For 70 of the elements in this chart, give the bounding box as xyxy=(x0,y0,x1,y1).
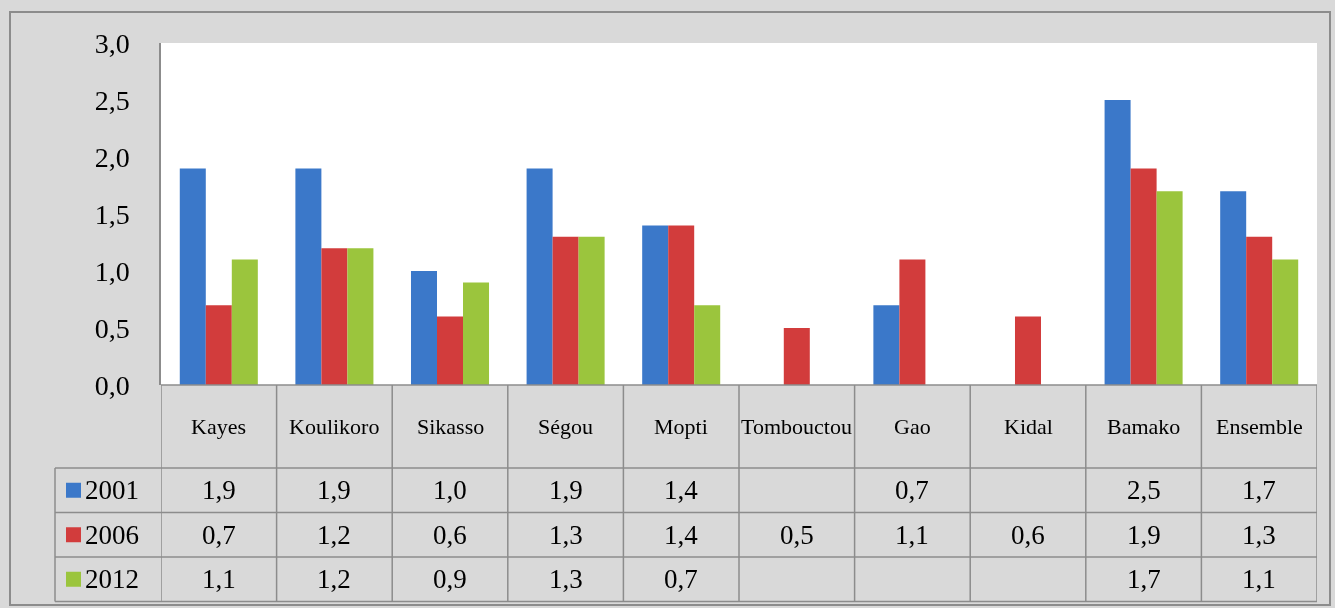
bar xyxy=(1130,168,1157,385)
bar xyxy=(463,282,490,385)
y-tick-label: 1,5 xyxy=(94,198,130,230)
legend-label: 2012 xyxy=(85,564,139,594)
data-label: 0,9 xyxy=(433,564,467,594)
data-label: 0,5 xyxy=(780,520,814,550)
data-label: 1,9 xyxy=(1127,520,1161,550)
y-tick-label: 0,0 xyxy=(94,369,130,401)
data-label: 2,5 xyxy=(1127,475,1161,505)
bar xyxy=(1104,100,1131,385)
bar xyxy=(1246,236,1273,385)
data-label: 1,3 xyxy=(549,564,583,594)
bar xyxy=(179,168,206,385)
data-label: 1,9 xyxy=(549,475,583,505)
y-tick-label: 3,0 xyxy=(94,27,130,59)
bar xyxy=(347,248,374,385)
data-label: 1,2 xyxy=(317,564,351,594)
data-label: 1,9 xyxy=(202,475,236,505)
data-label: 0,7 xyxy=(664,564,698,594)
x-tick-label: Mopti xyxy=(654,414,708,439)
bar xyxy=(899,259,926,385)
data-label: 1,1 xyxy=(202,564,236,594)
bar xyxy=(526,168,553,385)
bar xyxy=(552,236,579,385)
data-label: 0,7 xyxy=(895,475,929,505)
data-label: 1,7 xyxy=(1242,475,1276,505)
data-label: 1,3 xyxy=(1242,520,1276,550)
x-tick-label: Kidal xyxy=(1004,414,1053,439)
data-label: 1,2 xyxy=(317,520,351,550)
bar xyxy=(642,225,669,385)
x-tick-label: Gao xyxy=(894,414,931,439)
bar xyxy=(321,248,348,385)
x-tick-label: Bamako xyxy=(1107,414,1181,439)
bar xyxy=(1272,259,1299,385)
data-label: 0,6 xyxy=(433,520,467,550)
x-tick-label: Sikasso xyxy=(417,414,485,439)
bar xyxy=(1156,191,1183,385)
bar xyxy=(1014,316,1041,385)
data-label: 1,4 xyxy=(664,520,699,550)
bar xyxy=(1220,191,1247,385)
bar xyxy=(410,271,437,385)
bar xyxy=(231,259,258,385)
bar xyxy=(873,305,900,385)
x-tick-label: Ensemble xyxy=(1216,414,1303,439)
data-label: 1,4 xyxy=(664,475,699,505)
data-label: 1,3 xyxy=(549,520,583,550)
bar xyxy=(668,225,695,385)
y-tick-label: 1,0 xyxy=(94,255,130,287)
bar xyxy=(295,168,322,385)
x-tick-label: Ségou xyxy=(538,414,593,439)
data-label: 1,9 xyxy=(317,475,351,505)
data-label: 1,1 xyxy=(1242,564,1276,594)
y-tick-label: 2,5 xyxy=(94,84,130,116)
data-label: 1,0 xyxy=(433,475,467,505)
bar xyxy=(437,316,463,385)
data-label: 0,6 xyxy=(1011,520,1045,550)
bar xyxy=(578,236,605,385)
data-label: 1,1 xyxy=(895,520,929,550)
y-tick-label: 0,5 xyxy=(94,312,130,344)
legend-label: 2006 xyxy=(85,520,139,550)
bar xyxy=(783,328,810,385)
data-label: 0,7 xyxy=(202,520,236,550)
bar xyxy=(694,305,721,385)
x-tick-label: Koulikoro xyxy=(289,414,380,439)
data-label: 1,7 xyxy=(1127,564,1161,594)
x-tick-label: Tombouctou xyxy=(741,414,852,439)
y-tick-label: 2,0 xyxy=(94,141,130,173)
x-tick-label: Kayes xyxy=(191,414,246,439)
legend-label: 2001 xyxy=(85,475,139,505)
bar xyxy=(205,305,232,385)
